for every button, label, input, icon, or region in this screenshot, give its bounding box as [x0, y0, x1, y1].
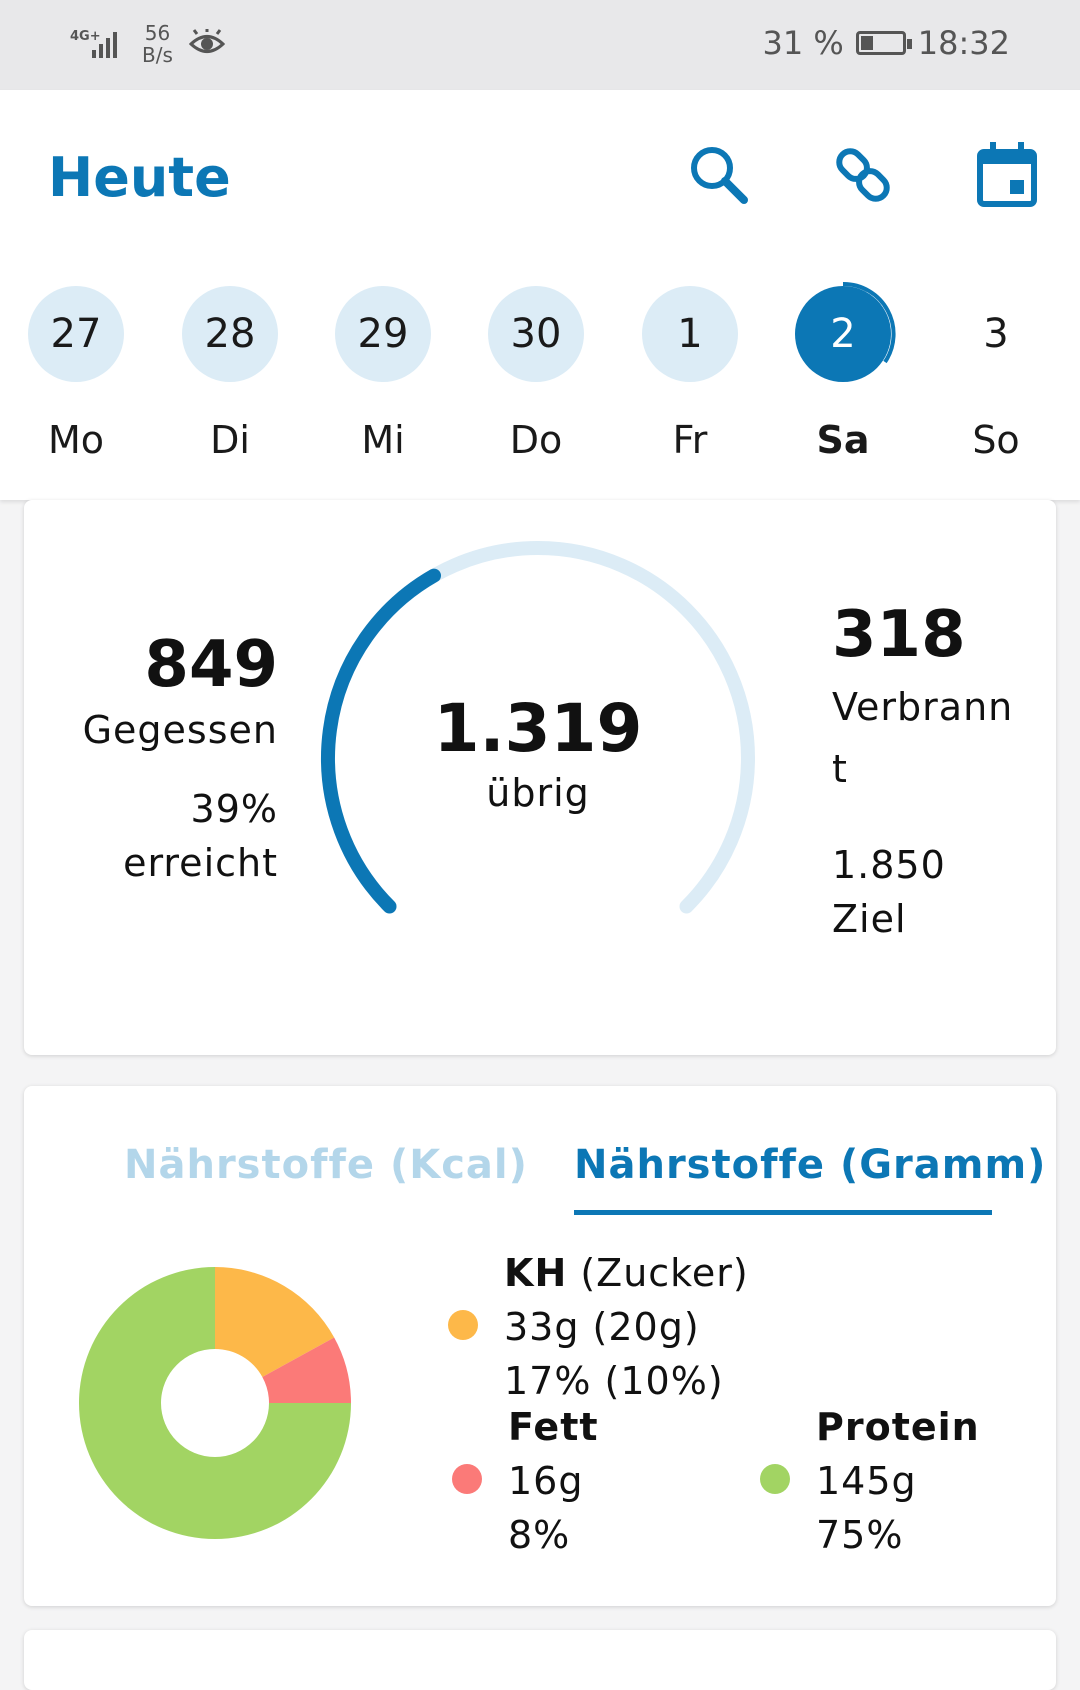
status-right: 31 % 18:32 [762, 24, 1010, 62]
day-label: Do [509, 418, 563, 462]
donut-slice-fett [262, 1337, 351, 1403]
nutrient-donut-chart [79, 1267, 351, 1539]
nutrients-card: Nährstoffe (Kcal) Nährstoffe (Gramm) KH … [24, 1086, 1056, 1606]
day-do[interactable]: 30 Do [488, 286, 584, 462]
protein-percent: 75% [816, 1513, 904, 1557]
status-bar: 4G+ 56 B/s 31 % 18:32 [0, 0, 1080, 90]
carbs-title: KH [504, 1251, 568, 1295]
day-number: 1 [642, 286, 738, 382]
day-number: 2 [795, 286, 891, 382]
active-tab-indicator [574, 1210, 992, 1215]
calorie-gauge [321, 541, 755, 914]
protein-legend: Protein 145g 75% [816, 1400, 980, 1562]
day-label: Fr [672, 418, 708, 462]
eaten-label: Gegessen [82, 708, 278, 752]
burned-label-1: Verbrann [832, 685, 1014, 729]
goal-value: 1.850 [832, 843, 946, 887]
battery-icon [855, 31, 912, 55]
day-label: Di [210, 418, 250, 462]
donut-slice-protein [79, 1267, 351, 1539]
network-speed-value: 56 [144, 21, 171, 45]
burned-label-2: t [832, 747, 848, 791]
network-type: 4G+ [70, 29, 101, 44]
signal-icon: 4G+ [70, 29, 117, 58]
day-mo[interactable]: 27 Mo [28, 286, 124, 462]
remaining-value: 1.319 [433, 690, 643, 767]
page-title: Heute [48, 146, 231, 209]
day-progress-ring [842, 281, 896, 364]
day-fr[interactable]: 1 Fr [642, 286, 738, 462]
progress-percent: 39% [190, 787, 278, 831]
day-label: Sa [816, 418, 870, 462]
remaining-label: übrig [486, 771, 590, 815]
eaten-value: 849 [144, 628, 278, 702]
progress-label: erreicht [123, 841, 278, 885]
day-so[interactable]: 3 So [948, 286, 1044, 462]
clock: 18:32 [917, 24, 1010, 62]
day-number: 30 [488, 286, 584, 382]
fat-grams: 16g [508, 1459, 584, 1503]
protein-grams: 145g [816, 1459, 917, 1503]
day-mi[interactable]: 29 Mi [335, 286, 431, 462]
protein-legend-dot [760, 1464, 790, 1494]
next-card-partial [24, 1630, 1056, 1690]
fat-legend: Fett 16g 8% [508, 1400, 599, 1562]
network-speed-unit: B/s [142, 43, 173, 67]
calendar-icon[interactable] [972, 140, 1042, 210]
search-icon[interactable] [684, 140, 754, 210]
tab-nutrients-kcal[interactable]: Nährstoffe (Kcal) [124, 1142, 528, 1188]
carbs-title-extra: (Zucker) [580, 1251, 749, 1295]
tab-nutrients-gram[interactable]: Nährstoffe (Gramm) [574, 1142, 1047, 1188]
day-number: 29 [335, 286, 431, 382]
day-label: So [972, 418, 1020, 462]
link-icon[interactable] [828, 140, 898, 210]
gauge-progress [321, 568, 441, 914]
carbs-legend: KH (Zucker) 33g (20g) 17% (10%) [504, 1246, 749, 1408]
donut-slice-kh [215, 1267, 335, 1377]
day-number: 3 [983, 311, 1009, 357]
network-speed: 56 B/s [142, 22, 173, 66]
day-label: Mi [361, 418, 405, 462]
day-number: 28 [182, 286, 278, 382]
fat-legend-dot [452, 1464, 482, 1494]
fat-percent: 8% [508, 1513, 571, 1557]
goal-label: Ziel [832, 897, 907, 941]
remaining-block: 1.319 übrig [400, 690, 676, 815]
burned-block: 318 Verbrann t 1.850 Ziel [832, 598, 1013, 946]
fat-title: Fett [508, 1405, 599, 1449]
eye-icon [188, 29, 225, 53]
carbs-legend-dot [448, 1310, 478, 1340]
calorie-card: 849 Gegessen 39% erreicht 1.319 übrig 31… [24, 500, 1056, 1055]
day-di[interactable]: 28 Di [182, 286, 278, 462]
protein-title: Protein [816, 1405, 980, 1449]
carbs-grams: 33g (20g) [504, 1305, 700, 1349]
day-number: 27 [28, 286, 124, 382]
app-header: Heute 27 Mo 28 Di 29 Mi 30 Do [0, 90, 1080, 500]
eaten-block: 849 Gegessen 39% erreicht [83, 628, 278, 890]
day-sa-selected[interactable]: 2 Sa [795, 281, 896, 462]
status-left: 4G+ 56 B/s [70, 22, 225, 66]
carbs-percent: 17% (10%) [504, 1359, 724, 1403]
burned-value: 318 [832, 598, 966, 672]
day-label: Mo [47, 418, 105, 462]
battery-percent: 31 % [762, 24, 844, 62]
